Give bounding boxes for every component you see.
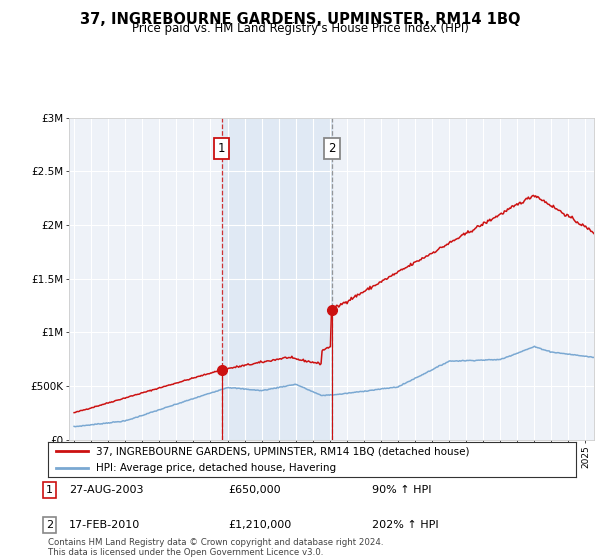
Text: 1: 1	[218, 142, 226, 155]
Text: 1: 1	[46, 485, 53, 495]
Text: 202% ↑ HPI: 202% ↑ HPI	[372, 520, 439, 530]
Text: Contains HM Land Registry data © Crown copyright and database right 2024.
This d: Contains HM Land Registry data © Crown c…	[48, 538, 383, 557]
Text: 90% ↑ HPI: 90% ↑ HPI	[372, 485, 431, 495]
Bar	[221, 118, 332, 440]
Text: £1,210,000: £1,210,000	[228, 520, 291, 530]
Text: Price paid vs. HM Land Registry's House Price Index (HPI): Price paid vs. HM Land Registry's House …	[131, 22, 469, 35]
Text: 2: 2	[46, 520, 53, 530]
Text: 37, INGREBOURNE GARDENS, UPMINSTER, RM14 1BQ (detached house): 37, INGREBOURNE GARDENS, UPMINSTER, RM14…	[95, 446, 469, 456]
Text: 2: 2	[328, 142, 335, 155]
Text: HPI: Average price, detached house, Havering: HPI: Average price, detached house, Have…	[95, 463, 335, 473]
Text: £650,000: £650,000	[228, 485, 281, 495]
Text: 37, INGREBOURNE GARDENS, UPMINSTER, RM14 1BQ: 37, INGREBOURNE GARDENS, UPMINSTER, RM14…	[80, 12, 520, 27]
Text: 17-FEB-2010: 17-FEB-2010	[69, 520, 140, 530]
Text: 27-AUG-2003: 27-AUG-2003	[69, 485, 143, 495]
